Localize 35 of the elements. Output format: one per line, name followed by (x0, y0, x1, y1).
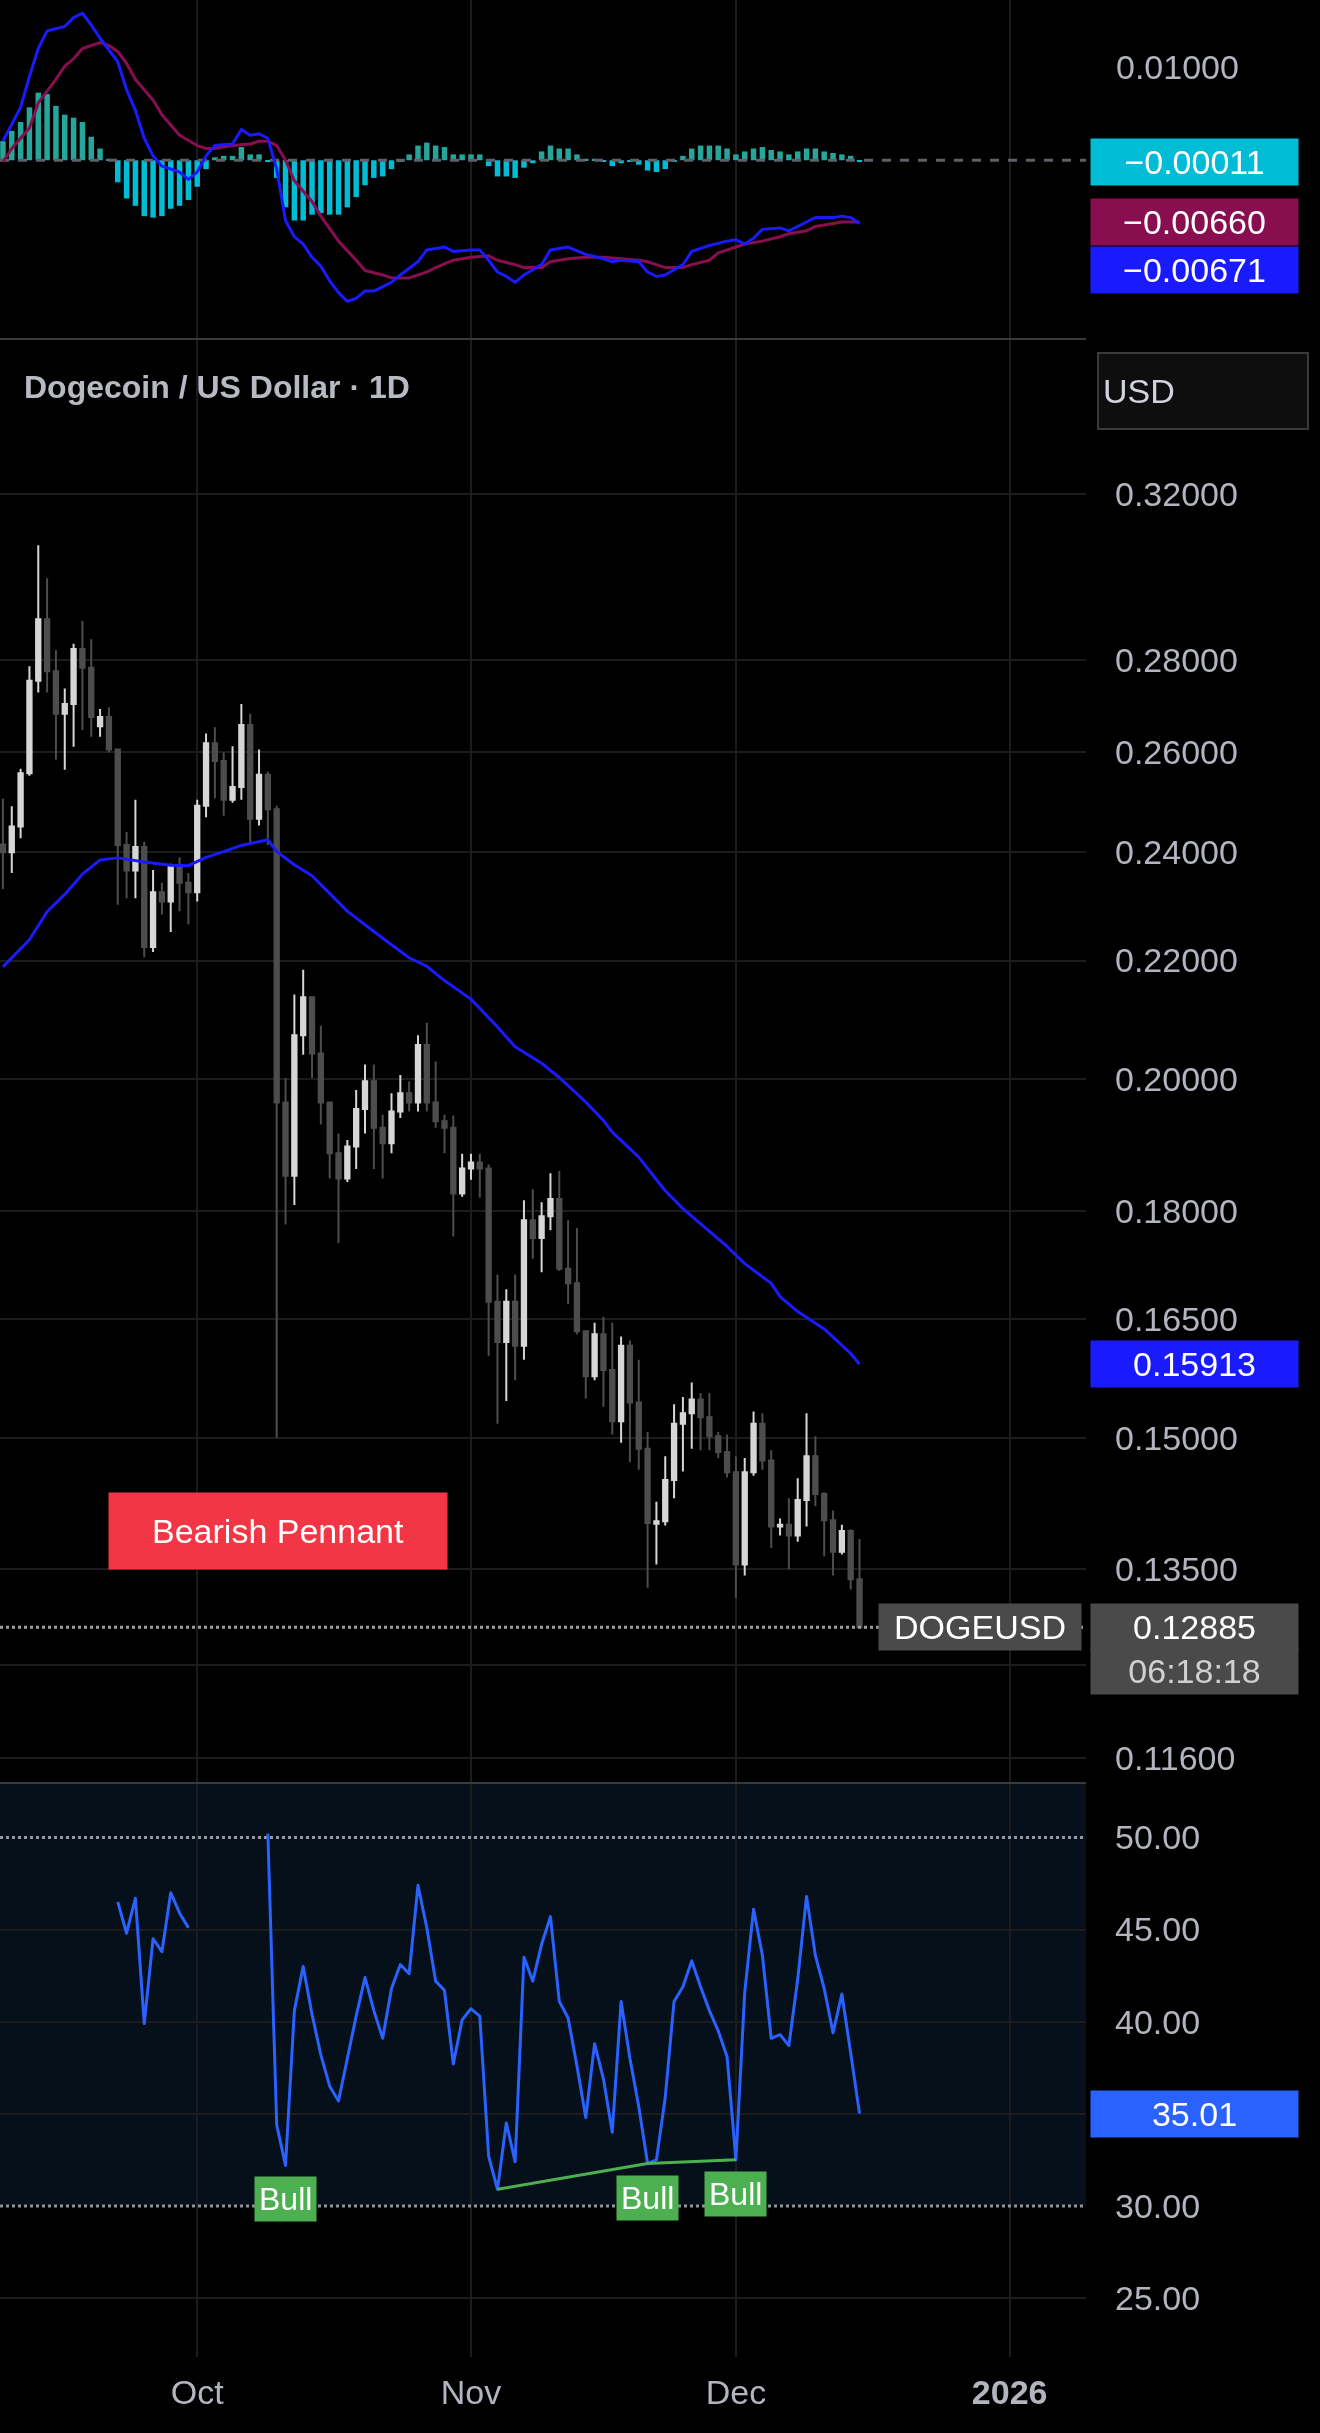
annotation: Bull (259, 2181, 313, 2217)
y-tick-label: 0.11600 (1115, 1739, 1236, 1778)
y-tick-label: 0.24000 (1115, 833, 1238, 872)
text: 35.01 (1151, 2095, 1238, 2133)
text: 0.01000 (1116, 48, 1239, 86)
y-tick-label: 0.22000 (1115, 941, 1238, 980)
text: Dogecoin / US Dollar · 1D (24, 369, 410, 406)
annotation: Bull (621, 2180, 675, 2216)
text: −0.00011 (1124, 143, 1265, 181)
y-tick-label: 0.18000 (1115, 1191, 1238, 1230)
y-tick-label: 0.16500 (1115, 1299, 1238, 1338)
y-tick-label: 0.28000 (1115, 640, 1238, 679)
text: USD (1103, 372, 1175, 410)
text: 0.12885 (1133, 1608, 1256, 1646)
y-tick-label: 30.00 (1115, 2186, 1201, 2225)
ref-line-label: DOGEUSD (894, 1608, 1066, 1646)
x-tick-label: Oct (170, 2373, 225, 2411)
text: 06:18:18 (1128, 1652, 1261, 1690)
y-tick-label: 0.26000 (1115, 733, 1238, 772)
y-tick-label: 50.00 (1115, 1818, 1201, 1857)
y-tick-label: 0.20000 (1115, 1060, 1238, 1099)
annotation: Bearish Pennant (152, 1512, 404, 1550)
y-tick-label: 0.15000 (1115, 1418, 1238, 1457)
text: −0.00660 (1123, 203, 1266, 241)
y-tick-label: 0.32000 (1115, 474, 1238, 513)
text: −0.00671 (1123, 251, 1266, 289)
y-tick-label: 45.00 (1115, 1910, 1201, 1949)
x-tick-label: 2026 (971, 2373, 1048, 2411)
annotation: Bull (709, 2176, 763, 2212)
y-tick-label: 0.13500 (1115, 1550, 1238, 1589)
y-tick-label: 40.00 (1115, 2002, 1201, 2041)
text: 0.15913 (1133, 1345, 1256, 1383)
x-tick-label: Nov (440, 2373, 502, 2411)
y-tick-label: 25.00 (1115, 2278, 1201, 2317)
x-tick-label: Dec (705, 2373, 767, 2411)
